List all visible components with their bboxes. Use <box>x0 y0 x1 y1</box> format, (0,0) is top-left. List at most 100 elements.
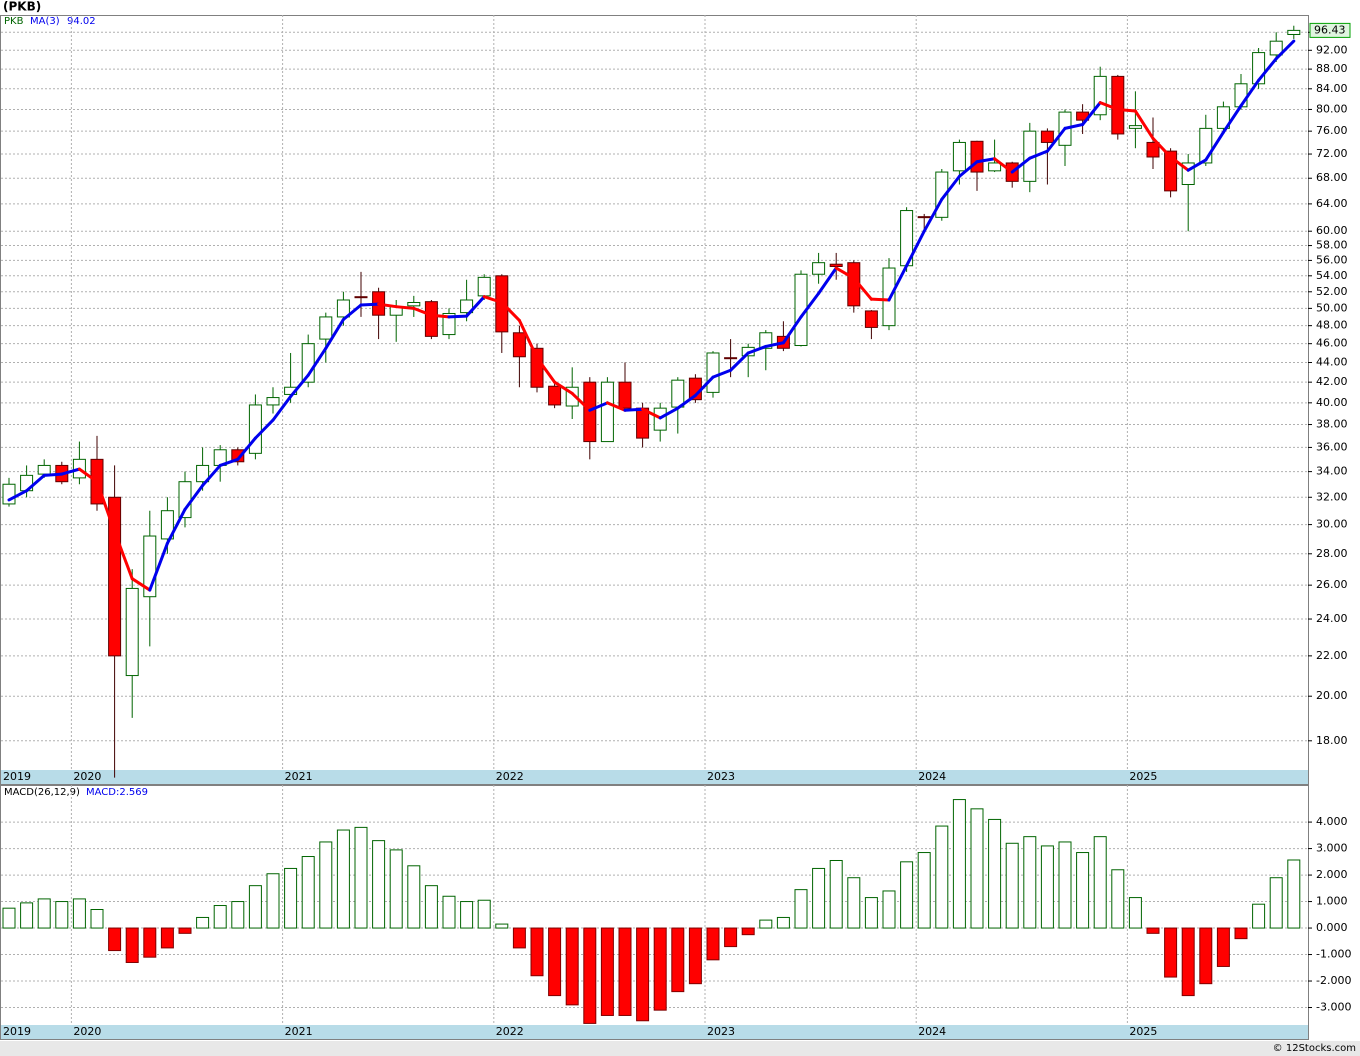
ma-segment <box>130 577 152 592</box>
macd-bar <box>530 927 544 977</box>
macd-bar <box>1181 927 1195 997</box>
macd-bar <box>336 829 350 929</box>
ma-segment <box>25 473 46 493</box>
candle-body <box>477 276 491 297</box>
candle-body <box>336 299 350 318</box>
macd-bar <box>548 927 562 997</box>
y-tick-label: 36.00 <box>1316 440 1348 453</box>
macd-bar <box>794 889 808 929</box>
y-tick-label: 42.00 <box>1316 375 1348 388</box>
macd-bar <box>2 907 16 929</box>
macd-bar <box>125 927 139 963</box>
ma-segment <box>658 406 680 420</box>
candle-body <box>618 381 632 409</box>
ma-segment <box>993 157 1014 174</box>
ma-segment <box>729 351 750 372</box>
macd-bar <box>284 867 298 929</box>
candle-body <box>319 316 333 340</box>
ma-segment <box>553 380 574 395</box>
candle-body <box>917 216 931 219</box>
macd-bar <box>1146 927 1160 934</box>
y-tick-label: 76.00 <box>1316 124 1348 137</box>
ma-segment <box>1063 123 1085 130</box>
ma-segment <box>183 484 205 511</box>
y-tick-label: 44.00 <box>1316 355 1348 368</box>
ma-segment <box>465 295 486 318</box>
macd-bar <box>301 856 315 929</box>
legend-ma-value: 94.02 <box>67 16 96 27</box>
macd-bar <box>1164 927 1178 978</box>
y-tick-label: -2.000 <box>1316 974 1351 987</box>
x-tick-label: 2019 <box>3 770 31 783</box>
macd-bar <box>706 927 720 961</box>
y-tick-label: 40.00 <box>1316 396 1348 409</box>
candle-body <box>1216 106 1230 129</box>
candle-body <box>424 301 438 337</box>
candle-body <box>354 296 368 299</box>
ma-segment <box>957 160 979 178</box>
macd-bar <box>319 841 333 929</box>
macd-bar <box>1058 841 1072 929</box>
ma-segment <box>940 174 961 201</box>
macd-bar <box>266 873 280 929</box>
last-price: 96.43 <box>1314 23 1346 36</box>
macd-bar <box>1216 927 1230 967</box>
x-tick-label: 2021 <box>285 770 313 783</box>
macd-bar <box>671 927 685 993</box>
macd-bar <box>72 898 86 929</box>
macd-bar <box>882 890 896 929</box>
ma-segment <box>1133 109 1155 140</box>
macd-legend: MACD:2.569 <box>86 787 148 798</box>
ma-segment <box>77 467 99 484</box>
candle-body <box>512 332 526 358</box>
macd-bar <box>583 927 597 1024</box>
candle-body <box>1128 125 1142 129</box>
x-tick-label: 2023 <box>707 770 735 783</box>
candle-body <box>952 141 966 172</box>
macd-bar <box>20 902 34 929</box>
candle-body <box>125 587 139 677</box>
y-tick-label: 1.000 <box>1316 895 1348 908</box>
ma-segment <box>201 463 222 488</box>
macd-bar <box>618 927 632 1016</box>
ma-segment <box>535 356 557 384</box>
ma-segment <box>341 303 363 322</box>
macd-bar <box>812 867 826 929</box>
candle-body <box>530 347 544 388</box>
ma-segment <box>1239 78 1261 108</box>
y-tick-label: -1.000 <box>1316 948 1351 961</box>
legend-symbol: PKB <box>4 16 24 27</box>
last-price-box <box>1309 22 1351 38</box>
ma-segment <box>1098 101 1120 111</box>
ma-segment <box>764 341 785 348</box>
macd-bar <box>1269 877 1283 929</box>
ma-segment <box>500 300 521 322</box>
ma-segment <box>1204 130 1225 162</box>
macd-bar <box>917 852 931 929</box>
ma-segment <box>852 276 873 301</box>
ma-segment <box>693 375 715 397</box>
ma-segment <box>605 401 627 412</box>
candle-body <box>548 385 562 406</box>
ma-segment <box>588 401 609 412</box>
year-band <box>1 770 1308 784</box>
y-tick-label: 4.000 <box>1316 815 1348 828</box>
ma-segment <box>42 472 64 477</box>
y-tick-label: 80.00 <box>1316 102 1348 115</box>
macd-bar <box>495 923 509 929</box>
macd-bar <box>178 927 192 934</box>
macd-bar <box>389 849 403 929</box>
y-tick-label: 64.00 <box>1316 197 1348 210</box>
ma-segment <box>1221 104 1243 134</box>
macd-bar <box>477 899 491 929</box>
macd-bar <box>741 927 755 936</box>
ma-segment <box>1151 136 1173 159</box>
macd-bar <box>1023 836 1037 929</box>
x-tick-label: 2020 <box>73 1025 101 1038</box>
ma-segment <box>641 407 662 420</box>
macd-bar <box>1005 842 1019 929</box>
ma-segment <box>1028 149 1049 160</box>
macd-bar <box>900 861 914 929</box>
